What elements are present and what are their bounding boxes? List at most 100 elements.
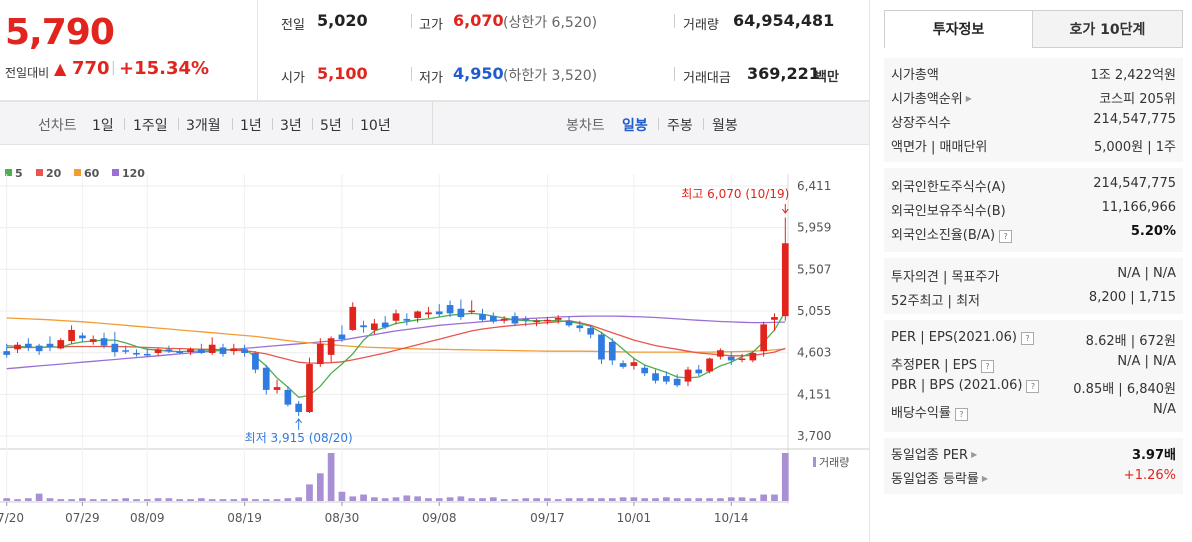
volume-bar xyxy=(143,499,151,501)
volume-bar xyxy=(165,498,173,501)
row-listed-shares: 상장주식수 214,547,775 xyxy=(891,112,1176,134)
tab-weekly[interactable]: 주봉 xyxy=(667,118,693,134)
help-icon[interactable]: ? xyxy=(1020,332,1034,345)
volume-bar xyxy=(187,499,194,501)
divider xyxy=(272,118,273,130)
candle-body xyxy=(3,351,11,355)
candle-body xyxy=(392,313,400,321)
volume-bar xyxy=(219,499,227,501)
help-icon[interactable]: ? xyxy=(999,230,1013,243)
tab-daily[interactable]: 일봉 xyxy=(622,118,648,134)
x-tick-label: 09/17 xyxy=(530,511,565,525)
annotations: 최고 6,070 (10/19) 최저 3,915 (08/20) xyxy=(245,187,790,445)
help-icon[interactable]: ? xyxy=(1026,380,1040,393)
low-label: 저가 xyxy=(419,71,443,86)
candle-body xyxy=(316,343,324,365)
volume-bar xyxy=(630,497,638,501)
candle-body xyxy=(727,356,735,361)
candle-body xyxy=(24,343,32,348)
volume-bar xyxy=(727,497,735,501)
divider xyxy=(312,118,313,130)
candle-body xyxy=(187,349,194,353)
candle-body xyxy=(338,334,346,340)
divider xyxy=(658,118,659,130)
tab-5years[interactable]: 5년 xyxy=(320,118,342,134)
x-axis: 07/20 07/29 08/09 08/19 08/30 09/08 09/17 10/01… xyxy=(0,502,749,525)
tab-orderbook-10[interactable]: 호가 10단계 xyxy=(1032,10,1183,48)
candle-body xyxy=(576,325,584,329)
value: 0.85배 | 6,840원 xyxy=(1073,382,1176,397)
tab-3months[interactable]: 3개월 xyxy=(186,118,221,134)
row-sector-per[interactable]: 동일업종 PER ▶ 3.97배 xyxy=(891,444,1176,466)
candle-body xyxy=(414,311,421,318)
open-value: 5,100 xyxy=(317,64,368,83)
x-tick-label: 10/01 xyxy=(617,511,652,525)
volume-bar xyxy=(522,498,530,501)
row-sector-change[interactable]: 동일업종 등락률 ▶ +1.26% xyxy=(891,468,1176,490)
candle-body xyxy=(457,308,465,318)
tab-1week[interactable]: 1주일 xyxy=(133,118,168,134)
candle-body xyxy=(100,338,108,346)
volume-bar xyxy=(3,498,11,501)
value: 11,166,966 xyxy=(1101,200,1176,215)
volume-bar xyxy=(673,498,681,501)
y-axis: 6,411 5,959 5,507 5,055 4,603 4,151 3,700 xyxy=(797,179,831,443)
value: 8,200 | 1,715 xyxy=(1088,290,1176,305)
label: 액면가 | 매매단위 xyxy=(891,140,988,155)
change-separator: | xyxy=(111,60,116,76)
tab-1day[interactable]: 1일 xyxy=(92,118,114,134)
prev-close-label: 전일 xyxy=(281,18,305,33)
change-value: 770 xyxy=(72,58,110,79)
tab-3years[interactable]: 3년 xyxy=(280,118,302,134)
summary-bottom-border xyxy=(257,100,870,101)
up-triangle-icon: ▲ xyxy=(54,59,67,78)
legend-swatch xyxy=(112,169,119,176)
tab-invest-info[interactable]: 투자정보 xyxy=(884,10,1033,48)
y-tick-label: 5,959 xyxy=(797,221,831,235)
volume-bar xyxy=(154,498,162,501)
low-annotation: 최저 3,915 (08/20) xyxy=(245,431,353,445)
candle-body xyxy=(435,311,443,315)
candle-body xyxy=(641,367,649,374)
volume-bar xyxy=(738,497,746,501)
row-52week: 52주최고 | 최저 8,200 | 1,715 xyxy=(891,290,1176,312)
volume-bar xyxy=(760,494,768,501)
candle-body xyxy=(46,343,54,348)
candle-body xyxy=(252,353,259,370)
label: 시가총액 xyxy=(891,68,939,83)
label: 추정PER | EPS? xyxy=(891,354,994,373)
volume-bar xyxy=(533,498,540,501)
tab-1year[interactable]: 1년 xyxy=(240,118,262,134)
legend-swatch xyxy=(5,169,12,176)
volume-bar xyxy=(652,498,659,501)
candle-body xyxy=(717,350,724,357)
divider xyxy=(411,67,412,81)
volume-bar xyxy=(316,473,324,501)
value: 코스피 205위 xyxy=(1099,92,1176,107)
candle-body xyxy=(446,305,454,314)
row-foreign-ratio: 외국인소진율(B/A)? 5.20% xyxy=(891,224,1176,246)
low-value: 4,950 xyxy=(453,64,504,83)
volume-bar xyxy=(57,499,65,501)
volume-bar xyxy=(781,453,789,501)
help-icon[interactable]: ? xyxy=(980,360,994,373)
tab-10years[interactable]: 10년 xyxy=(360,118,391,134)
volume-bar xyxy=(598,498,605,501)
value: N/A xyxy=(1153,402,1176,417)
label: 외국인한도주식수(A) xyxy=(891,180,1006,195)
volume-bar xyxy=(100,499,108,501)
chart-grid xyxy=(0,174,869,504)
volume-bar xyxy=(554,499,562,501)
candle-body xyxy=(360,325,367,328)
tab-monthly[interactable]: 월봉 xyxy=(712,118,738,134)
help-icon[interactable]: ? xyxy=(954,408,968,421)
volume-bar xyxy=(425,498,432,501)
volume-bar xyxy=(46,498,54,501)
label: 동일업종 PER ▶ xyxy=(891,448,978,463)
lower-limit: (하한가 3,520) xyxy=(503,68,598,84)
row-market-cap-rank[interactable]: 시가총액순위 ▶ 코스피 205위 xyxy=(891,88,1176,110)
volume-bar xyxy=(641,498,649,501)
candle-body xyxy=(662,376,670,382)
volume-bar xyxy=(14,499,21,501)
ma120-line xyxy=(6,315,786,370)
